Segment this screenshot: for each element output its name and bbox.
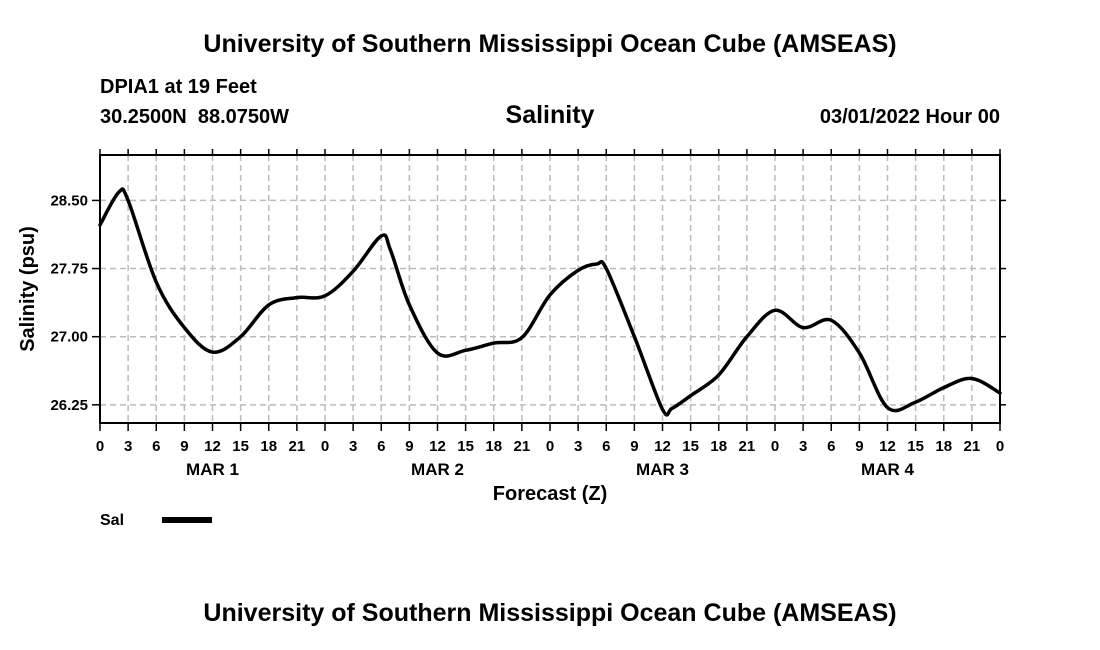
x-tick-label: 21 xyxy=(514,438,531,455)
footer-title: University of Southern Mississippi Ocean… xyxy=(203,599,897,627)
x-tick-label: 9 xyxy=(630,438,638,455)
x-tick-label: 18 xyxy=(935,438,952,455)
x-tick-label: 0 xyxy=(771,438,779,455)
x-tick-label: 21 xyxy=(964,438,981,455)
x-day-label: MAR 4 xyxy=(861,460,914,479)
x-tick-label: 9 xyxy=(405,438,413,455)
chart-grid xyxy=(100,155,1000,423)
x-tick-label: 15 xyxy=(907,438,924,455)
coordinates-label: 30.2500N 88.0750W xyxy=(100,106,290,128)
x-day-label: MAR 2 xyxy=(411,460,464,479)
x-tick-label: 3 xyxy=(799,438,807,455)
x-day-label: MAR 3 xyxy=(636,460,689,479)
x-tick-label: 6 xyxy=(827,438,835,455)
x-tick-label: 3 xyxy=(349,438,357,455)
x-tick-label: 12 xyxy=(204,438,221,455)
x-tick-label: 15 xyxy=(232,438,249,455)
y-tick-label: 26.25 xyxy=(50,397,88,414)
x-tick-label: 0 xyxy=(996,438,1004,455)
x-tick-label: 21 xyxy=(289,438,306,455)
chart-title: Salinity xyxy=(505,101,595,129)
y-tick-label: 27.75 xyxy=(50,261,88,278)
station-label: DPIA1 at 19 Feet xyxy=(100,76,257,98)
x-day-label: MAR 1 xyxy=(186,460,239,479)
x-tick-label: 0 xyxy=(96,438,104,455)
x-tick-label: 0 xyxy=(321,438,329,455)
y-axis: 26.25 27.00 27.75 28.50 xyxy=(50,192,1006,414)
y-tick-label: 27.00 xyxy=(50,329,88,346)
legend-label-sal: Sal xyxy=(100,512,124,529)
x-tick-label: 12 xyxy=(429,438,446,455)
x-tick-label: 15 xyxy=(682,438,699,455)
x-tick-label: 18 xyxy=(485,438,502,455)
x-tick-label: 9 xyxy=(180,438,188,455)
y-axis-title: Salinity (psu) xyxy=(17,226,39,352)
chart-legend: Sal xyxy=(100,512,212,529)
x-tick-label: 12 xyxy=(879,438,896,455)
x-axis: 0 3 6 9 12 15 18 21 0 3 6 9 12 15 18 21 0 3 6 9 12 15 18 21 0 3 6 9… xyxy=(96,149,1004,479)
chart-main-title: University of Southern Mississippi Ocean… xyxy=(203,30,897,58)
x-axis-title: Forecast (Z) xyxy=(493,483,607,505)
x-tick-label: 0 xyxy=(546,438,554,455)
run-time-label: 03/01/2022 Hour 00 xyxy=(819,106,1000,128)
x-tick-label: 21 xyxy=(739,438,756,455)
x-tick-label: 6 xyxy=(152,438,160,455)
x-tick-label: 18 xyxy=(260,438,277,455)
x-tick-label: 18 xyxy=(710,438,727,455)
x-tick-label: 6 xyxy=(377,438,385,455)
x-tick-label: 3 xyxy=(574,438,582,455)
x-tick-label: 12 xyxy=(654,438,671,455)
y-tick-label: 28.50 xyxy=(50,192,88,209)
x-tick-label: 3 xyxy=(124,438,132,455)
x-tick-label: 9 xyxy=(855,438,863,455)
salinity-series-line xyxy=(98,187,1002,417)
x-tick-label: 6 xyxy=(602,438,610,455)
x-tick-label: 15 xyxy=(457,438,474,455)
